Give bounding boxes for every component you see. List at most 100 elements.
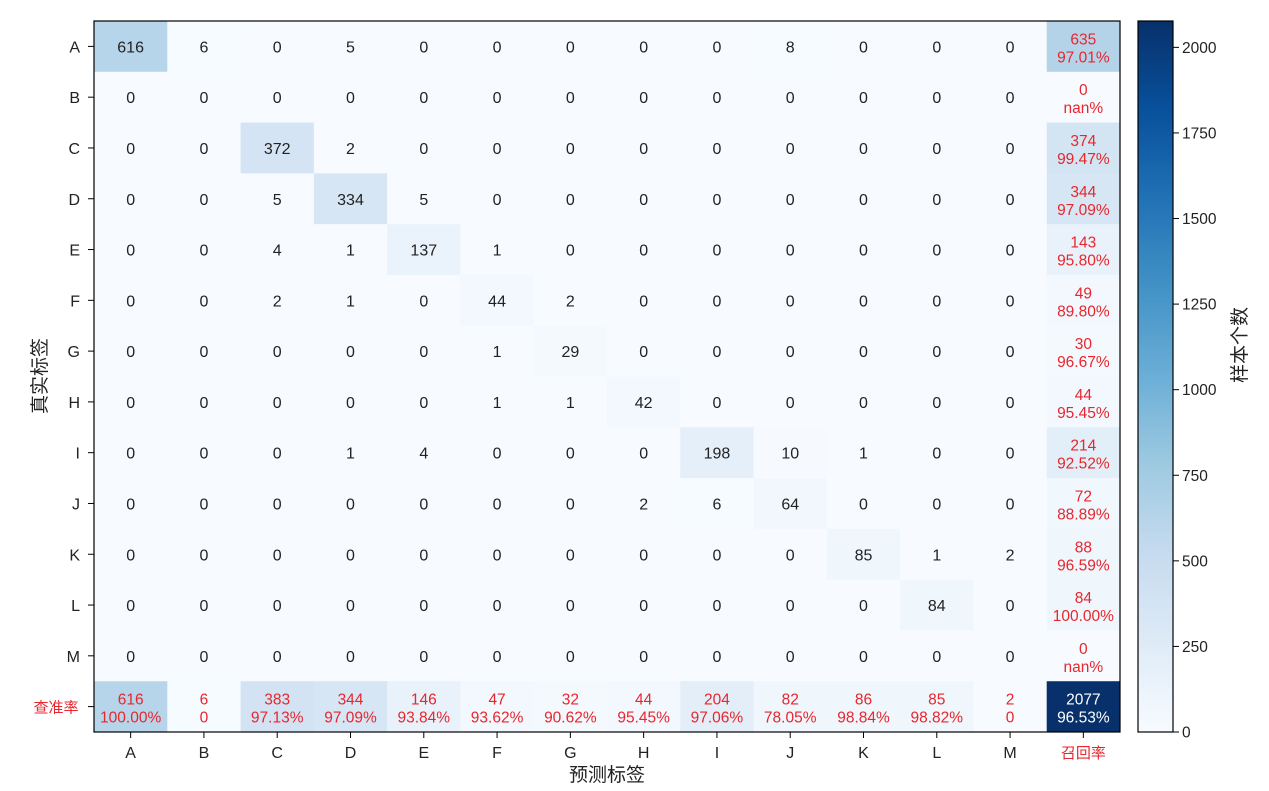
summary-rate-label: 96.53% (1057, 710, 1110, 727)
heatmap-cell (460, 681, 535, 733)
cell-value-label: 0 (419, 90, 428, 107)
heatmap-cell (607, 21, 681, 73)
heatmap-cell (680, 173, 755, 225)
cell-value-label: 84 (928, 598, 946, 615)
heatmap-cell (460, 71, 535, 124)
summary-count-label: 635 (1070, 31, 1096, 48)
heatmap-cell (680, 528, 755, 581)
heatmap-cell (900, 224, 974, 276)
heatmap-cell (1046, 274, 1121, 327)
cell-value-label: 0 (859, 496, 868, 513)
cell-value-label: 0 (199, 344, 208, 361)
cell-value-label: 0 (273, 598, 282, 615)
cell-value-label: 0 (126, 446, 135, 463)
heatmap-cell (460, 122, 535, 174)
heatmap-cell (533, 173, 608, 225)
heatmap-cell (94, 630, 168, 682)
cell-value-label: 0 (493, 141, 502, 158)
cell-value-label: 0 (126, 496, 135, 513)
y-tick-label: A (69, 39, 80, 56)
heatmap-cell (680, 122, 755, 174)
cell-value-label: 0 (566, 649, 575, 666)
heatmap-cell (900, 681, 974, 733)
cell-value-label: 0 (199, 293, 208, 310)
y-axis-label: 真实标签 (29, 338, 51, 414)
cell-value-label: 137 (410, 243, 437, 260)
heatmap-cell (826, 579, 901, 631)
heatmap-cell (240, 478, 315, 530)
cell-value-label: 0 (1006, 446, 1015, 463)
cell-value-label: 64 (781, 496, 799, 513)
summary-rate-label: nan% (1064, 100, 1104, 117)
cell-value-label: 0 (493, 446, 502, 463)
summary-count-label: 82 (782, 692, 799, 709)
heatmap-cell (1046, 478, 1121, 530)
cell-value-label: 0 (126, 598, 135, 615)
cell-value-label: 0 (126, 395, 135, 412)
heatmap-cell (607, 579, 681, 631)
heatmap-cell (1046, 630, 1121, 682)
cell-value-label: 0 (199, 598, 208, 615)
summary-count-label: 84 (1075, 590, 1093, 607)
cell-value-label: 0 (346, 395, 355, 412)
heatmap-cell (460, 274, 535, 327)
cell-value-label: 0 (566, 243, 575, 260)
plot-frame (93, 20, 1121, 733)
y-axis-ticks: A B C D E F G H I J K L M 查准率 (33, 39, 94, 717)
heatmap-cell (826, 274, 901, 327)
heatmap-cell (680, 630, 755, 682)
summary-count-label: 44 (1075, 387, 1093, 404)
heatmap-cell (680, 325, 755, 377)
cell-value-label: 0 (932, 496, 941, 513)
cell-value-label: 0 (419, 598, 428, 615)
heatmap-cell (973, 224, 1048, 276)
cell-value-label: 0 (639, 598, 648, 615)
summary-count-label: 383 (264, 692, 290, 709)
cell-value-label: 0 (273, 90, 282, 107)
heatmap-cell (240, 122, 315, 174)
heatmap-cell (313, 325, 388, 377)
heatmap-cell (94, 224, 168, 276)
cell-value-label: 0 (639, 243, 648, 260)
y-tick-label: M (67, 649, 80, 666)
cell-value-label: 0 (932, 39, 941, 56)
heatmap-cell (607, 478, 681, 530)
heatmap-cell (387, 325, 461, 377)
heatmap-cell (387, 224, 461, 276)
heatmap-cell (533, 71, 608, 124)
y-tick-label: J (72, 496, 80, 513)
cell-value-label: 0 (639, 344, 648, 361)
colorbar-tick-label: 750 (1182, 468, 1208, 485)
heatmap-cell (826, 681, 901, 733)
cell-value-label: 0 (199, 446, 208, 463)
cell-value-label: 0 (786, 344, 795, 361)
heatmap-cell (313, 274, 388, 327)
heatmap-cell (387, 681, 461, 733)
cell-value-label: 0 (712, 293, 721, 310)
heatmap-cell (900, 71, 974, 124)
cell-value-label: 0 (199, 547, 208, 564)
colorbar-tick-label: 2000 (1182, 40, 1217, 57)
cell-value-label: 0 (493, 39, 502, 56)
cell-value-label: 0 (1006, 293, 1015, 310)
heatmap-cell (94, 681, 168, 733)
cell-value-label: 0 (566, 90, 575, 107)
summary-rate-label: 96.59% (1057, 557, 1110, 574)
heatmap-cell (900, 21, 974, 73)
cell-value-label: 0 (1006, 344, 1015, 361)
heatmap-cell (900, 478, 974, 530)
cell-value-label: 0 (566, 39, 575, 56)
cell-value-label: 0 (493, 192, 502, 209)
cell-value-label: 0 (786, 141, 795, 158)
cell-value-label: 0 (126, 344, 135, 361)
x-tick-label: M (1003, 745, 1016, 762)
heatmap-cell (94, 122, 168, 174)
colorbar-tick-label: 0 (1182, 725, 1191, 742)
heatmap-cell (313, 528, 388, 581)
heatmap-cell (1046, 325, 1121, 377)
heatmap-cell (826, 528, 901, 581)
summary-count-label: 374 (1070, 133, 1096, 150)
summary-rate-label: 97.09% (1057, 202, 1110, 219)
heatmap-cell (387, 21, 461, 73)
heatmap-cell (900, 325, 974, 377)
